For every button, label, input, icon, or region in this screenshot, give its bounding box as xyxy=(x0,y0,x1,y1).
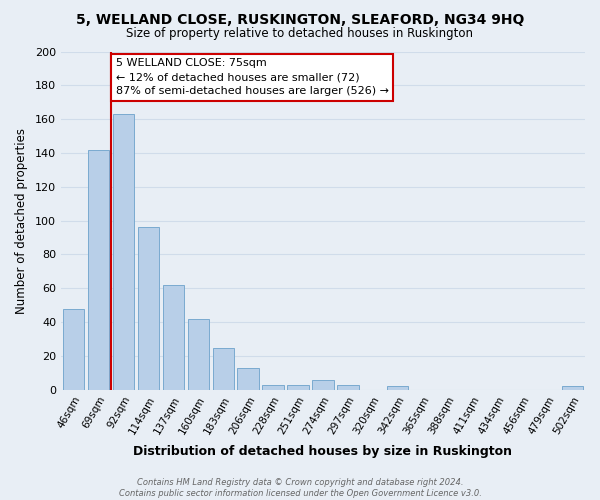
Bar xyxy=(163,285,184,390)
Bar xyxy=(262,384,284,390)
Bar xyxy=(63,308,84,390)
Bar xyxy=(113,114,134,390)
Bar xyxy=(313,380,334,390)
Text: Size of property relative to detached houses in Ruskington: Size of property relative to detached ho… xyxy=(127,28,473,40)
Bar xyxy=(562,386,583,390)
Bar xyxy=(287,384,308,390)
Bar xyxy=(212,348,234,390)
Text: Contains HM Land Registry data © Crown copyright and database right 2024.
Contai: Contains HM Land Registry data © Crown c… xyxy=(119,478,481,498)
Bar xyxy=(88,150,109,390)
Bar xyxy=(337,384,359,390)
Text: 5 WELLAND CLOSE: 75sqm
← 12% of detached houses are smaller (72)
87% of semi-det: 5 WELLAND CLOSE: 75sqm ← 12% of detached… xyxy=(116,58,389,96)
Bar xyxy=(188,319,209,390)
Text: 5, WELLAND CLOSE, RUSKINGTON, SLEAFORD, NG34 9HQ: 5, WELLAND CLOSE, RUSKINGTON, SLEAFORD, … xyxy=(76,12,524,26)
Bar xyxy=(137,228,159,390)
X-axis label: Distribution of detached houses by size in Ruskington: Distribution of detached houses by size … xyxy=(133,444,512,458)
Bar xyxy=(387,386,409,390)
Y-axis label: Number of detached properties: Number of detached properties xyxy=(15,128,28,314)
Bar xyxy=(238,368,259,390)
